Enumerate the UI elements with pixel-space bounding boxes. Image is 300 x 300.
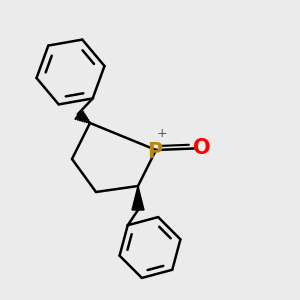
Text: P: P [147, 142, 162, 162]
Polygon shape [132, 186, 144, 210]
Text: O: O [193, 139, 211, 158]
Text: +: + [157, 127, 167, 140]
